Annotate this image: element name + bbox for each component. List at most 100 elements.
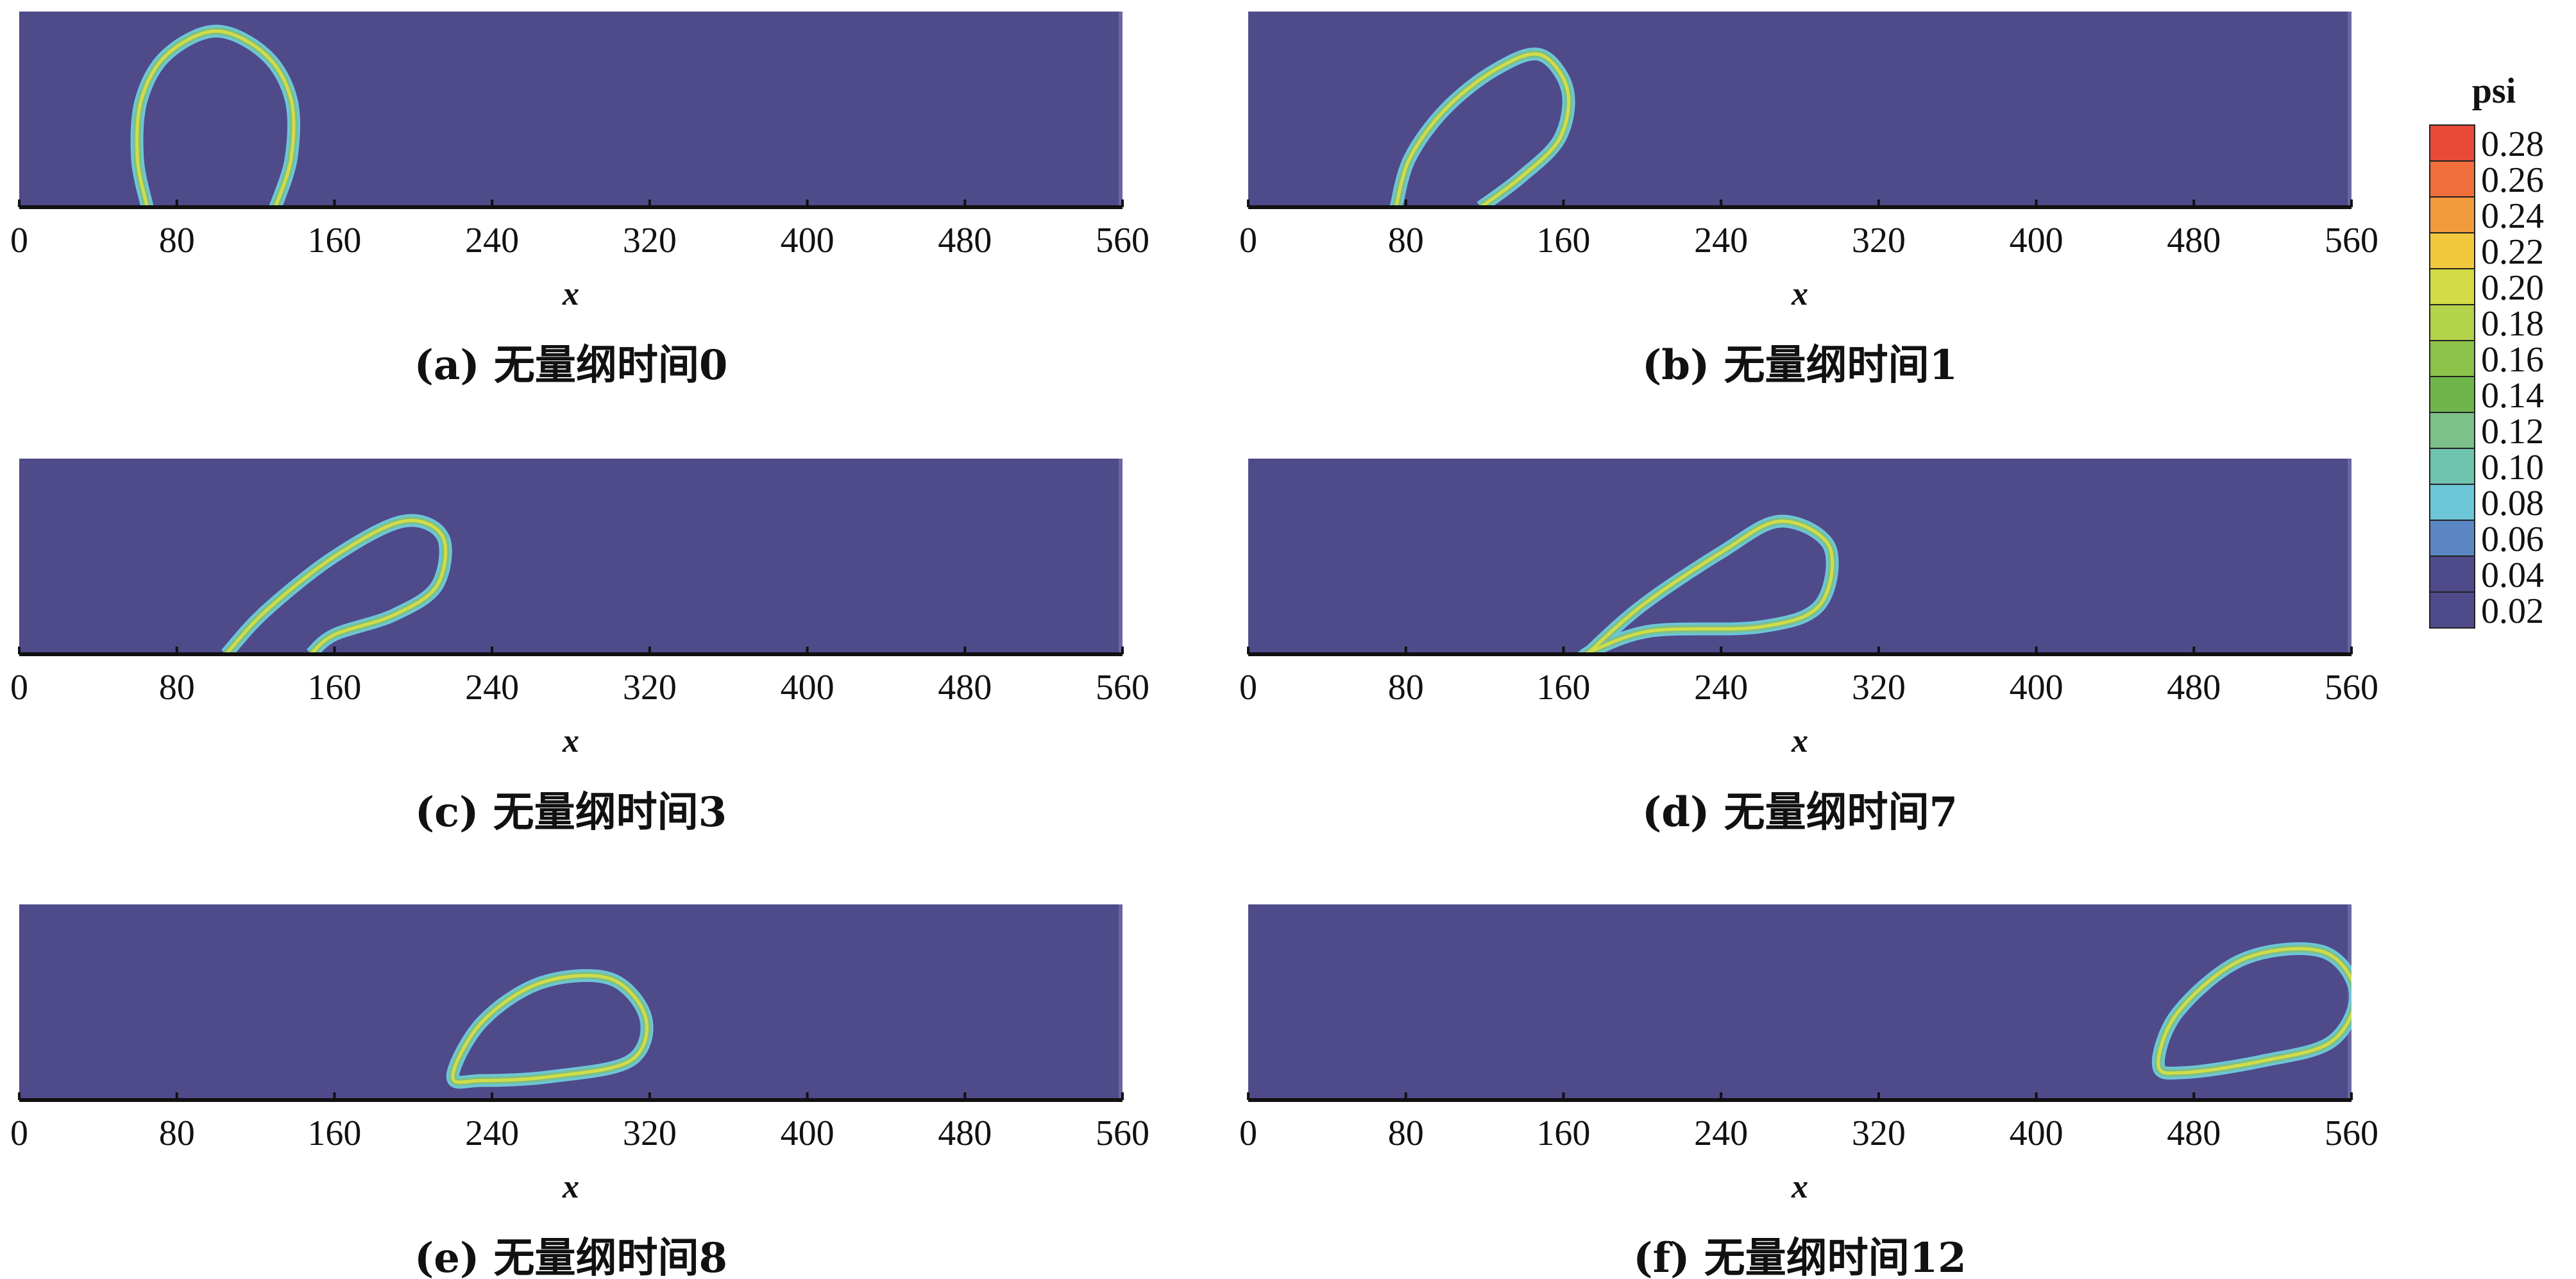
x-tick-label: 320: [623, 668, 677, 707]
colorbar-swatch: [2429, 268, 2475, 305]
plot-edge: [2348, 12, 2351, 207]
x-tick-label: 0: [10, 1114, 28, 1153]
panel-d: 0 80 160 240 320 400 480 560 x (d) 无量纲时间7: [1239, 459, 2378, 836]
colorbar-swatch: [2429, 376, 2475, 413]
x-tick-label: 240: [1694, 1114, 1748, 1153]
contour-band-core: [1582, 520, 1835, 654]
contour-band-core: [2157, 947, 2351, 1075]
x-axis-label: x: [562, 723, 579, 759]
x-tick-label: 320: [1852, 668, 1906, 707]
x-tick-label: 240: [465, 668, 519, 707]
colorbar-swatch: [2429, 196, 2475, 233]
colorbar-swatch: [2429, 304, 2475, 341]
contour-band-core: [1394, 52, 1571, 207]
contour-band-core: [135, 30, 296, 207]
x-tick-label: 80: [159, 668, 195, 707]
x-tick-label: 80: [1388, 668, 1424, 707]
colorbar-level-label: 0.10: [2481, 448, 2544, 487]
plot-area: [19, 904, 1123, 1100]
panel-b: 0 80 160 240 320 400 480 560 x (b) 无量纲时间1: [1239, 12, 2378, 389]
colorbar-swatch: [2429, 448, 2475, 485]
colorbar-swatch: [2429, 520, 2475, 557]
x-tick-label: 480: [938, 1114, 992, 1153]
x-tick-label: 480: [938, 668, 992, 707]
x-tick-label: 160: [1536, 221, 1590, 260]
x-tick-label: 560: [1096, 221, 1149, 260]
colorbar-swatch: [2429, 412, 2475, 449]
x-tick-label: 0: [10, 221, 28, 260]
x-tick-label: 160: [307, 1114, 361, 1153]
panels: 0 80 160 240 320 400 480 560 x (a) 无量纲时间0 0 80 160 24…: [10, 12, 2378, 1279]
colorbar-level-label: 0.06: [2481, 520, 2544, 559]
contour-band-core: [451, 974, 648, 1084]
colorbar-level-label: 0.14: [2481, 376, 2544, 416]
colorbar-swatch: [2429, 591, 2475, 629]
panel-c: 0 80 160 240 320 400 480 560 x (c) 无量纲时间3: [10, 459, 1149, 836]
x-tick-label: 560: [2325, 1114, 2378, 1153]
x-tick-label: 320: [623, 221, 677, 260]
plot-edge: [1119, 459, 1123, 654]
x-tick-label: 320: [1852, 1114, 1906, 1153]
x-tick-label: 320: [623, 1114, 677, 1153]
colorbar-level-label: 0.16: [2481, 340, 2544, 380]
x-axis-label: x: [1791, 723, 1808, 759]
x-tick-label: 240: [465, 1114, 519, 1153]
plot-edge: [1119, 904, 1123, 1100]
x-tick-label: 240: [1694, 668, 1748, 707]
colorbar-swatch: [2429, 124, 2475, 162]
panel-caption: (c) 无量纲时间3: [415, 788, 727, 836]
colorbar-level-label: 0.02: [2481, 591, 2544, 631]
x-tick-label: 480: [2167, 221, 2221, 260]
x-axis-label: x: [1791, 276, 1808, 312]
colorbar-swatch: [2429, 160, 2475, 198]
panel-caption: (b) 无量纲时间1: [1642, 341, 1958, 389]
plot-area: [1248, 12, 2351, 207]
plot-area: [19, 12, 1123, 207]
x-tick-label: 560: [2325, 668, 2378, 707]
x-tick-label: 400: [781, 668, 835, 707]
panel-caption: (f) 无量纲时间12: [1633, 1234, 1966, 1279]
interface-contour: [1389, 47, 1575, 207]
x-tick-label: 240: [465, 221, 519, 260]
colorbar-level-label: 0.04: [2481, 555, 2544, 595]
x-tick-label: 480: [938, 221, 992, 260]
colorbar-level-label: 0.26: [2481, 160, 2544, 200]
colorbar-title: psi: [2472, 71, 2516, 111]
colorbar-level-label: 0.12: [2481, 412, 2544, 452]
x-tick-label: 400: [2010, 221, 2063, 260]
interface-contour: [2151, 942, 2351, 1080]
panel-caption: (d) 无量纲时间7: [1642, 788, 1958, 836]
colorbar-level-label: 0.08: [2481, 484, 2544, 523]
x-tick-label: 560: [1096, 668, 1149, 707]
plot-edge: [2348, 459, 2351, 654]
colorbar-swatch: [2429, 484, 2475, 521]
x-tick-label: 0: [1239, 221, 1257, 260]
x-tick-label: 160: [1536, 668, 1590, 707]
x-tick-label: 0: [1239, 668, 1257, 707]
colorbar-level-label: 0.18: [2481, 304, 2544, 344]
colorbar-level-label: 0.22: [2481, 232, 2544, 272]
x-axis-label: x: [562, 276, 579, 312]
colorbar-level-label: 0.28: [2481, 124, 2544, 164]
x-tick-label: 480: [2167, 668, 2221, 707]
colorbar: psi0.280.260.240.220.200.180.160.140.120…: [2429, 71, 2544, 631]
x-tick-label: 80: [1388, 221, 1424, 260]
x-tick-label: 0: [1239, 1114, 1257, 1153]
panel-f: 0 80 160 240 320 400 480 560 x (f) 无量纲时间12: [1239, 904, 2378, 1279]
x-axis-label: x: [562, 1169, 579, 1205]
plot-area: [19, 459, 1123, 654]
interface-contour: [446, 969, 654, 1089]
colorbar-level-label: 0.24: [2481, 196, 2544, 236]
panel-a: 0 80 160 240 320 400 480 560 x (a) 无量纲时间0: [10, 12, 1149, 389]
x-axis-label: x: [1791, 1169, 1808, 1205]
x-tick-label: 160: [307, 221, 361, 260]
contour-band-core: [225, 519, 448, 654]
interface-contour: [130, 24, 300, 207]
x-tick-label: 400: [781, 221, 835, 260]
x-tick-label: 560: [2325, 221, 2378, 260]
x-tick-label: 80: [159, 1114, 195, 1153]
x-tick-label: 400: [2010, 668, 2063, 707]
x-tick-label: 320: [1852, 221, 1906, 260]
panel-caption: (a) 无量纲时间0: [414, 341, 728, 389]
